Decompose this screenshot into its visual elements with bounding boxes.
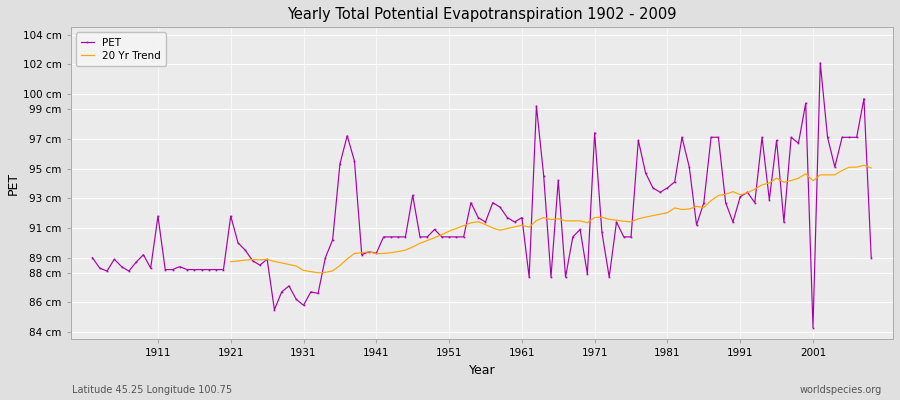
- Line: PET: PET: [92, 62, 872, 328]
- 20 Yr Trend: [364, 250, 374, 254]
- 20 Yr Trend: [800, 171, 811, 176]
- Text: worldspecies.org: worldspecies.org: [800, 385, 882, 395]
- Line: 20 Yr Trend: 20 Yr Trend: [230, 165, 871, 273]
- 20 Yr Trend: [859, 163, 869, 168]
- 20 Yr Trend: [225, 259, 236, 264]
- PET: [807, 325, 818, 330]
- Legend: PET, 20 Yr Trend: PET, 20 Yr Trend: [76, 32, 166, 66]
- Title: Yearly Total Potential Evapotranspiration 1902 - 2009: Yearly Total Potential Evapotranspiratio…: [287, 7, 677, 22]
- 20 Yr Trend: [291, 264, 302, 268]
- Y-axis label: PET: PET: [7, 172, 20, 195]
- PET: [814, 60, 825, 65]
- 20 Yr Trend: [866, 166, 877, 170]
- 20 Yr Trend: [305, 269, 316, 274]
- PET: [451, 234, 462, 239]
- PET: [87, 255, 98, 260]
- PET: [167, 267, 178, 272]
- 20 Yr Trend: [560, 218, 571, 223]
- PET: [757, 135, 768, 140]
- X-axis label: Year: Year: [469, 364, 495, 377]
- 20 Yr Trend: [480, 222, 491, 227]
- PET: [211, 267, 221, 272]
- 20 Yr Trend: [312, 270, 323, 275]
- PET: [706, 135, 716, 140]
- PET: [866, 255, 877, 260]
- Text: Latitude 45.25 Longitude 100.75: Latitude 45.25 Longitude 100.75: [72, 385, 232, 395]
- PET: [771, 138, 782, 143]
